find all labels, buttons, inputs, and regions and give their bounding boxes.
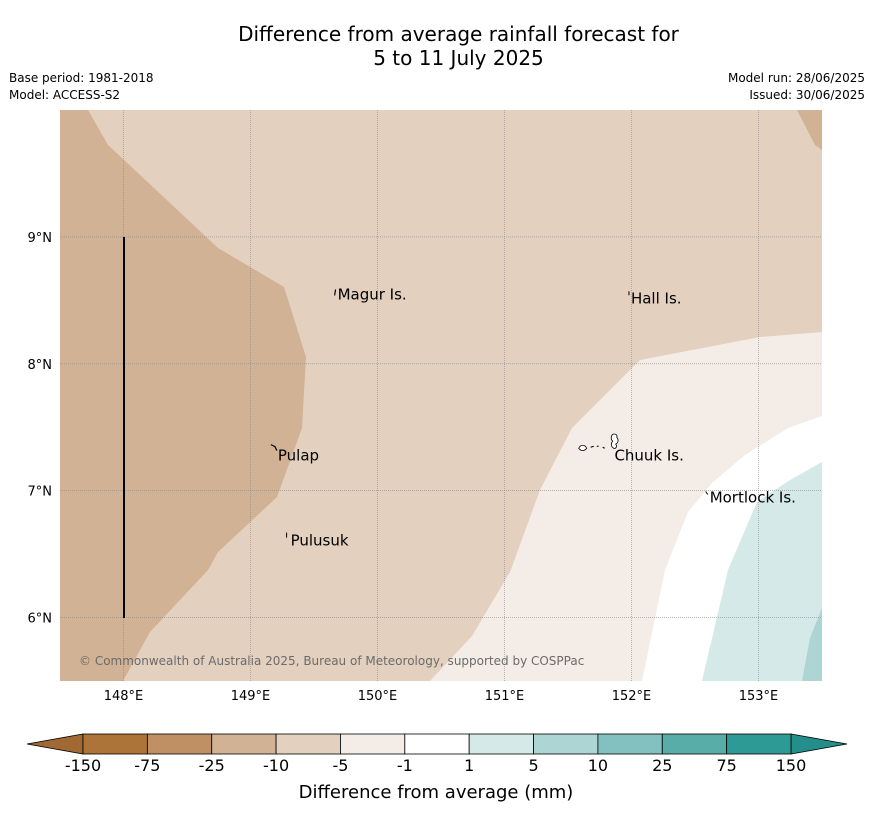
colorbar-swatch [404,733,470,755]
meta-left: Base period: 1981-2018 Model: ACCESS-S2 [9,70,154,104]
colorbar-tick-label: 75 [716,756,736,775]
lat-tick-label: 7°N [28,485,53,500]
island-chuuk-outline [590,445,605,449]
region-anomaly-neg25-neg10-ne [797,110,822,150]
title-line-1: Difference from average rainfall forecas… [238,22,679,46]
colorbar-swatch [340,733,406,755]
base-period: Base period: 1981-2018 [9,71,154,85]
island-outlines [270,289,709,538]
island-mortlock-outline [705,491,709,495]
meta-right: Model run: 28/06/2025 Issued: 30/06/2025 [728,70,865,104]
colorbar-tick-label: 10 [588,756,608,775]
colorbar-swatch [275,733,341,755]
colorbar-swatch [468,733,534,755]
colorbar: -150 -75 -25 -10 -5 -1 1 5 10 25 75 150 [26,733,848,775]
map-area [60,110,822,681]
region-anomaly-neg25-neg10 [60,110,306,681]
lon-tick-label: 152°E [612,689,652,704]
lon-tick-label: 150°E [358,689,398,704]
colorbar-tick-label: -75 [134,756,160,775]
latitude-ticks: 6°N 7°N 8°N 9°N [28,231,53,627]
place-label: Hall Is. [631,289,682,307]
colorbar-tick-label: -10 [263,756,289,775]
place-labels: Magur Is. Hall Is. Pulap Chuuk Is. Mortlock … [278,285,796,549]
colorbar-tick-label: 5 [528,756,538,775]
colorbar-tick-label: -25 [199,756,225,775]
model-name: Model: ACCESS-S2 [9,88,121,102]
longitude-ticks: 148°E 149°E 150°E 151°E 152°E 153°E [104,689,779,704]
colorbar-swatch [146,733,213,755]
island-pulap-outline [270,444,278,451]
place-label: Pulap [278,447,319,465]
title-line-2: 5 to 11 July 2025 [373,46,544,70]
lon-tick-label: 153°E [739,689,779,704]
region-anomaly-pos1-pos5 [702,462,822,681]
issued-date: Issued: 30/06/2025 [749,88,865,102]
place-label: Magur Is. [338,285,407,303]
model-run: Model run: 28/06/2025 [727,71,865,85]
colorbar-tick-label: -5 [332,756,348,775]
colorbar-swatch [726,733,792,755]
island-chuuk-outline [610,433,619,449]
colorbar-tick-label: -150 [65,756,101,775]
colorbar-tick-label: 150 [776,756,807,775]
lon-tick-label: 149°E [231,689,271,704]
colorbar-swatch [533,733,599,755]
place-label: Mortlock Is. [710,488,796,506]
colorbar-tick-label: -1 [397,756,413,775]
island-chuuk-outline [578,444,588,451]
gridlines [60,110,822,681]
lat-tick-label: 9°N [28,231,53,246]
colorbar-swatch [82,733,148,755]
lon-tick-label: 148°E [104,689,144,704]
colorbar-over-arrow [790,733,848,755]
map-title: Difference from average rainfall forecas… [0,22,873,70]
colorbar-tick-label: 1 [464,756,474,775]
colorbar-swatch [211,733,277,755]
lat-tick-label: 6°N [28,612,53,627]
colorbar-swatch [597,733,663,755]
colorbar-under-arrow [26,733,84,755]
place-label: Pulusuk [291,532,349,550]
island-magur-outline [333,289,337,296]
colorbar-tick-label: 25 [652,756,672,775]
colorbar-label: Difference from average (mm) [299,782,574,803]
colorbar-swatch [661,733,728,755]
lat-tick-label: 8°N [28,358,53,373]
lon-tick-label: 151°E [485,689,525,704]
place-label: Chuuk Is. [614,447,683,465]
region-anomaly-pos5-pos10 [802,608,822,681]
copyright-notice: © Commonwealth of Australia 2025, Bureau… [79,654,584,668]
